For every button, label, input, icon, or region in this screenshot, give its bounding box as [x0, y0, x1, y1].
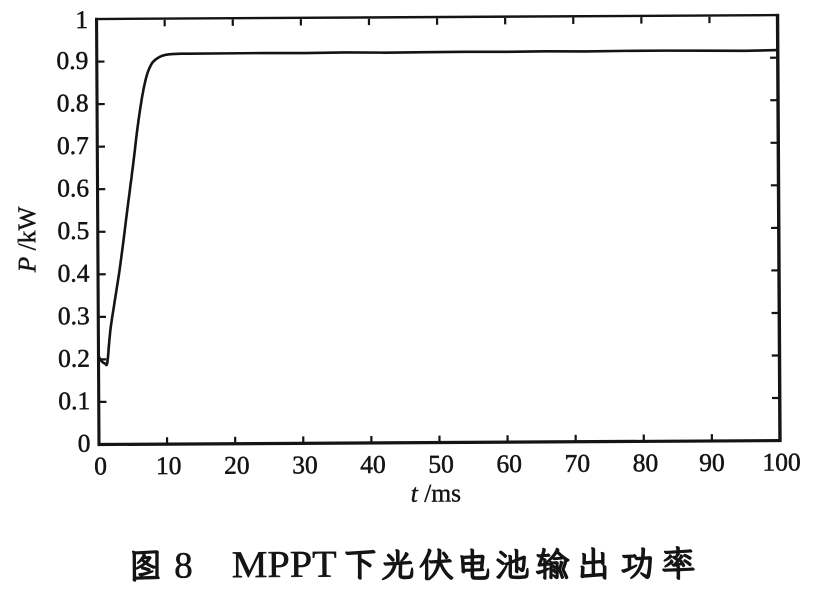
svg-text:40: 40 — [360, 450, 386, 479]
svg-text:0.5: 0.5 — [57, 216, 89, 245]
svg-text:MPPT: MPPT — [232, 544, 337, 587]
svg-text:0.1: 0.1 — [58, 386, 90, 415]
svg-text:0: 0 — [94, 451, 107, 480]
svg-text:0.6: 0.6 — [57, 173, 89, 202]
svg-text:70: 70 — [564, 449, 590, 478]
svg-text:t /ms: t /ms — [411, 478, 461, 507]
svg-text:0.9: 0.9 — [56, 46, 88, 75]
svg-text:60: 60 — [496, 449, 522, 478]
svg-text:1: 1 — [75, 5, 88, 34]
svg-text:8: 8 — [174, 545, 193, 586]
svg-text:30: 30 — [292, 450, 318, 479]
svg-text:80: 80 — [633, 448, 659, 477]
svg-text:50: 50 — [428, 449, 454, 478]
svg-text:90: 90 — [699, 448, 725, 477]
svg-text:0.3: 0.3 — [58, 301, 90, 330]
svg-text:10: 10 — [156, 451, 182, 480]
svg-text:0.7: 0.7 — [57, 131, 89, 160]
svg-text:100: 100 — [762, 447, 800, 476]
svg-text:20: 20 — [224, 451, 250, 480]
svg-text:P /kW: P /kW — [12, 205, 41, 273]
svg-text:0.8: 0.8 — [57, 88, 89, 117]
svg-text:0.2: 0.2 — [58, 344, 90, 373]
svg-text:0.4: 0.4 — [58, 259, 90, 288]
svg-text:0: 0 — [78, 429, 91, 458]
